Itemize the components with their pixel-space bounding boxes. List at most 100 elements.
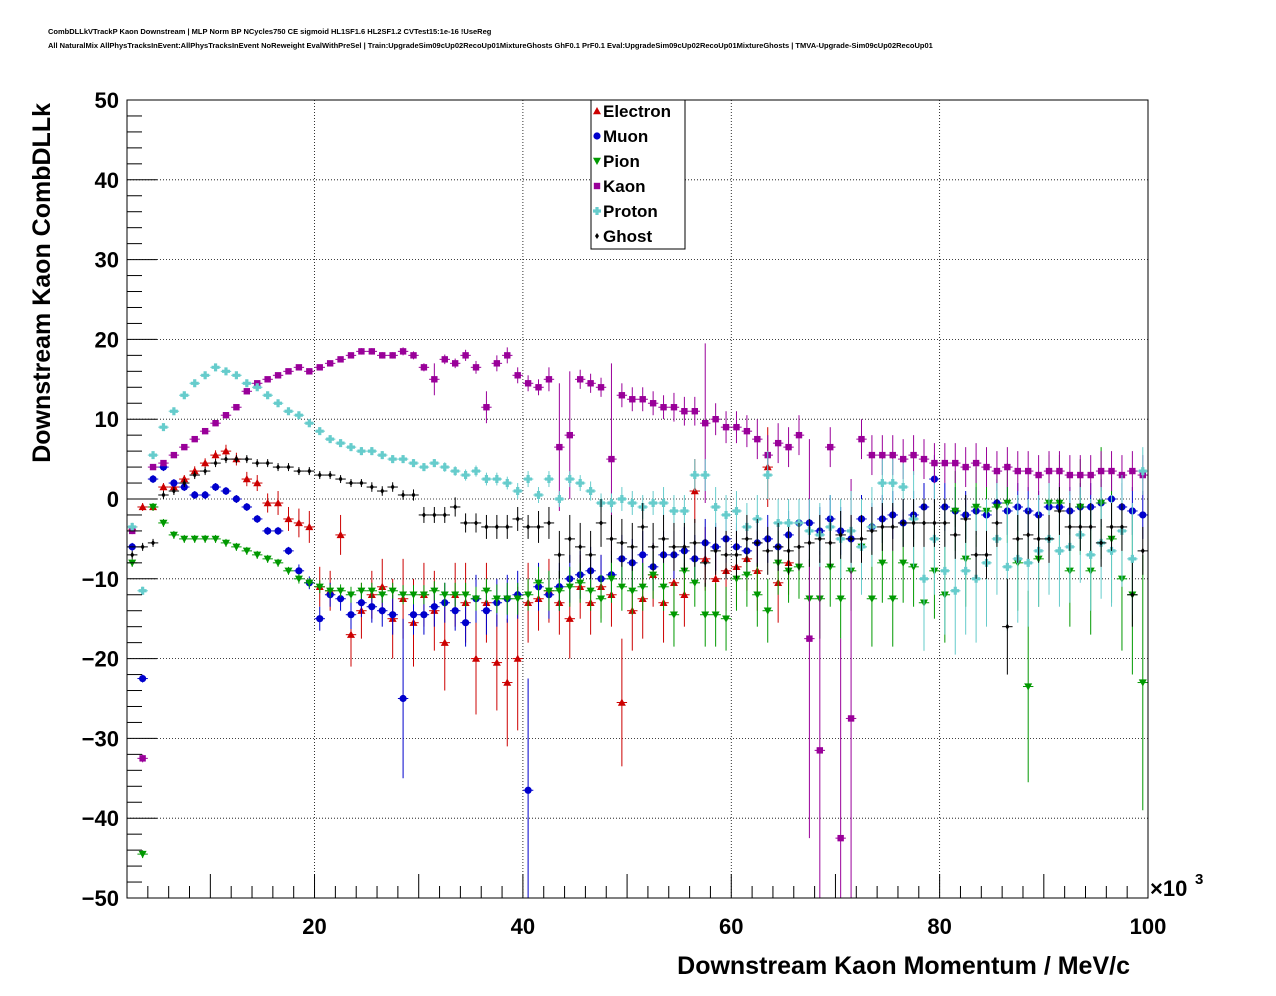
- y-tick-label: 40: [95, 168, 119, 193]
- data-point: [472, 467, 481, 476]
- data-point: [419, 591, 428, 599]
- data-point: [1055, 546, 1064, 555]
- data-point: [472, 364, 480, 371]
- y-axis-label: Downstream Kaon CombDLLk: [28, 103, 56, 463]
- data-point: [961, 566, 970, 575]
- data-point: [420, 364, 428, 371]
- data-point: [336, 530, 345, 539]
- data-point: [680, 567, 689, 575]
- y-tick-label: 30: [95, 248, 119, 273]
- data-point: [890, 523, 895, 530]
- data-point: [336, 595, 345, 603]
- data-point: [294, 575, 303, 583]
- data-point: [432, 511, 437, 518]
- data-point: [368, 603, 376, 611]
- data-point: [712, 416, 719, 423]
- data-point: [1024, 683, 1033, 691]
- data-point: [409, 459, 418, 468]
- data-point: [211, 363, 220, 372]
- data-point: [390, 484, 395, 491]
- data-point: [451, 607, 459, 615]
- data-point: [743, 427, 751, 435]
- x-tick-label: 20: [302, 914, 326, 939]
- data-point: [690, 471, 699, 480]
- y-tick-label: 0: [107, 487, 119, 512]
- data-point: [1015, 535, 1020, 542]
- data-point: [544, 587, 553, 595]
- data-point: [347, 352, 355, 359]
- data-point: [940, 566, 949, 575]
- data-point: [1045, 467, 1053, 475]
- data-point: [388, 587, 397, 595]
- legend-label: Muon: [603, 127, 648, 146]
- data-point: [941, 459, 949, 467]
- data-point: [1003, 562, 1012, 571]
- data-point: [732, 575, 741, 583]
- data-point: [722, 423, 730, 431]
- data-point: [1138, 467, 1147, 476]
- data-point: [367, 587, 376, 595]
- data-point: [755, 539, 760, 546]
- data-point: [284, 567, 293, 575]
- data-point: [233, 404, 240, 411]
- data-point: [899, 483, 908, 492]
- data-point: [357, 447, 366, 456]
- data-point: [722, 510, 731, 519]
- data-point: [472, 654, 481, 662]
- data-point: [316, 364, 323, 371]
- data-point: [1088, 523, 1093, 530]
- data-point: [201, 459, 210, 467]
- data-point: [151, 539, 156, 546]
- data-point: [733, 423, 740, 431]
- data-point: [346, 630, 355, 638]
- data-point: [880, 523, 885, 530]
- data-point: [190, 379, 199, 388]
- data-point: [617, 583, 626, 591]
- data-point: [171, 488, 176, 495]
- data-point: [576, 479, 585, 488]
- data-point: [378, 591, 387, 599]
- data-point: [242, 547, 251, 555]
- data-point: [411, 492, 416, 499]
- data-point: [608, 455, 615, 463]
- legend-entry-ghost: Ghost: [595, 227, 652, 246]
- data-point: [1035, 471, 1042, 479]
- data-point: [274, 372, 282, 379]
- x-multiplier-base: ×10: [1150, 876, 1187, 901]
- data-point: [972, 574, 981, 583]
- axis-ticks: [126, 99, 1149, 899]
- legend-label: Kaon: [603, 177, 646, 196]
- data-point: [1130, 591, 1135, 598]
- data-point: [430, 459, 439, 468]
- data-point: [180, 475, 189, 483]
- data-point: [399, 694, 407, 703]
- data-point: [659, 583, 668, 591]
- data-point: [440, 591, 449, 599]
- data-point: [295, 364, 303, 371]
- data-point: [263, 498, 272, 507]
- data-point: [378, 582, 387, 590]
- data-point: [734, 551, 739, 558]
- x-tick-label: 100: [1130, 914, 1167, 939]
- data-point: [482, 607, 491, 615]
- data-point: [130, 551, 135, 558]
- data-point: [222, 412, 230, 419]
- data-point: [389, 352, 396, 359]
- data-point: [380, 488, 385, 495]
- data-point: [294, 411, 303, 420]
- data-point: [1078, 523, 1083, 530]
- legend-marker: [593, 107, 601, 115]
- data-point: [847, 715, 855, 722]
- data-point: [618, 392, 626, 399]
- data-point: [639, 551, 647, 559]
- data-point: [1109, 523, 1114, 530]
- series-kaon: [127, 343, 1148, 898]
- data-point: [243, 503, 251, 511]
- data-point: [305, 522, 314, 531]
- data-point: [211, 483, 220, 491]
- data-point: [911, 519, 916, 526]
- data-point: [483, 404, 490, 411]
- data-point: [586, 587, 595, 595]
- data-point: [378, 607, 386, 615]
- data-point: [878, 479, 887, 488]
